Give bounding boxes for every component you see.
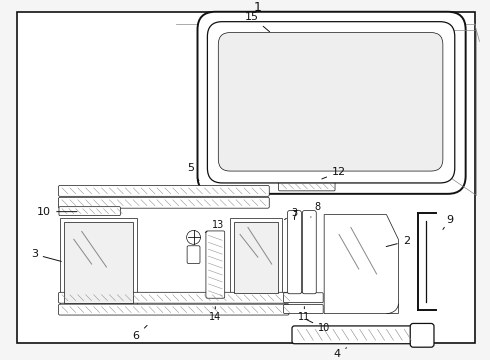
FancyBboxPatch shape	[218, 32, 443, 171]
FancyBboxPatch shape	[187, 246, 200, 264]
Text: 4: 4	[334, 348, 346, 359]
FancyBboxPatch shape	[302, 211, 316, 294]
Bar	[230, 217, 282, 297]
FancyBboxPatch shape	[206, 231, 225, 298]
FancyBboxPatch shape	[197, 12, 466, 194]
FancyBboxPatch shape	[58, 292, 289, 303]
FancyBboxPatch shape	[59, 207, 121, 216]
Polygon shape	[324, 215, 398, 314]
Text: 14: 14	[209, 307, 221, 321]
Text: 15: 15	[245, 12, 270, 32]
Text: 7: 7	[292, 210, 297, 220]
Text: 10: 10	[307, 320, 330, 333]
FancyBboxPatch shape	[410, 323, 434, 347]
Text: 13: 13	[205, 220, 224, 233]
Bar	[64, 221, 133, 303]
Text: 12: 12	[322, 167, 346, 179]
Text: 5: 5	[187, 163, 199, 181]
Text: 10: 10	[37, 207, 77, 217]
FancyBboxPatch shape	[284, 305, 323, 314]
FancyBboxPatch shape	[58, 304, 289, 315]
Bar	[60, 217, 137, 307]
Text: 8: 8	[311, 202, 320, 217]
Text: 2: 2	[386, 236, 410, 247]
Circle shape	[187, 230, 200, 244]
FancyBboxPatch shape	[58, 185, 269, 196]
Text: 3: 3	[31, 249, 61, 261]
Text: 1: 1	[254, 1, 262, 14]
FancyBboxPatch shape	[58, 197, 269, 208]
FancyBboxPatch shape	[284, 293, 323, 303]
Text: 11: 11	[298, 307, 311, 321]
Text: 9: 9	[443, 215, 453, 229]
FancyBboxPatch shape	[288, 211, 301, 294]
Text: 3: 3	[285, 208, 297, 220]
FancyBboxPatch shape	[292, 326, 416, 344]
FancyBboxPatch shape	[279, 182, 335, 191]
FancyBboxPatch shape	[207, 22, 455, 183]
Text: 6: 6	[133, 325, 147, 341]
Bar	[234, 221, 278, 293]
